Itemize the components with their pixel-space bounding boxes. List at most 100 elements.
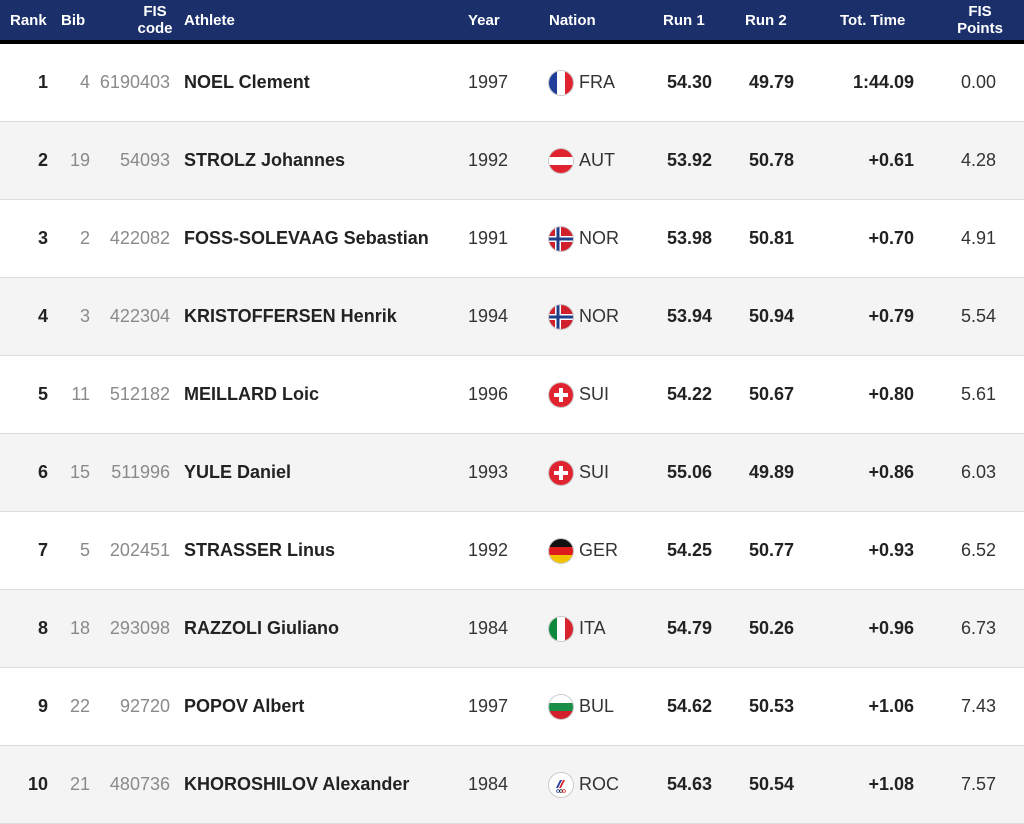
fis-code-cell: 512182 <box>109 384 170 404</box>
header-fis-code-line1: FIS <box>143 3 167 20</box>
athlete-name-link[interactable]: RAZZOLI Giuliano <box>184 618 339 638</box>
france-flag-icon <box>549 70 573 95</box>
rank-cell: 1 <box>37 72 48 92</box>
table-row[interactable]: 1 4 6190403 NOEL Clement 1997 FRA 54.30 … <box>0 44 1024 122</box>
nation-cell: BUL <box>549 668 649 745</box>
year-cell: 1997 <box>468 696 509 716</box>
nation-code: BUL <box>579 696 615 716</box>
italy-flag-icon <box>549 616 573 641</box>
table-row[interactable]: 10 21 480736 KHOROSHILOV Alexander 1984 … <box>0 746 1024 824</box>
header-athlete[interactable]: Athlete <box>184 11 235 29</box>
header-bib[interactable]: Bib <box>61 11 86 29</box>
nation-code: ROC <box>579 774 619 794</box>
header-year[interactable]: Year <box>468 11 500 29</box>
header-fis-points-line2: Points <box>957 20 1003 37</box>
nation-code: AUT <box>579 150 615 170</box>
table-row[interactable]: 5 11 512182 MEILLARD Loic 1996 SUI 54.22… <box>0 356 1024 434</box>
total-time-cell: +0.86 <box>868 462 914 482</box>
bib-cell: 5 <box>79 540 90 560</box>
fis-code-cell: 293098 <box>109 618 170 638</box>
header-rank[interactable]: Rank <box>10 11 47 29</box>
fis-code-cell: 511996 <box>111 462 170 482</box>
athlete-name-link[interactable]: KHOROSHILOV Alexander <box>184 774 410 794</box>
bib-cell: 4 <box>79 72 90 92</box>
year-cell: 1996 <box>468 384 509 404</box>
fis-code-cell: 54093 <box>119 150 170 170</box>
nation-cell: ROC <box>549 746 649 823</box>
table-row[interactable]: 3 2 422082 FOSS-SOLEVAAG Sebastian 1991 … <box>0 200 1024 278</box>
run2-cell: 50.26 <box>748 618 794 638</box>
run1-cell: 54.30 <box>666 72 712 92</box>
header-tot-time[interactable]: Tot. Time <box>840 11 906 29</box>
nation-code: SUI <box>579 462 610 482</box>
run2-cell: 50.94 <box>748 306 794 326</box>
rank-cell: 9 <box>37 696 48 716</box>
nation-cell: ITA <box>549 590 649 667</box>
bib-cell: 19 <box>69 150 90 170</box>
fis-points-cell: 5.61 <box>960 384 996 404</box>
table-row[interactable]: 6 15 511996 YULE Daniel 1993 SUI 55.06 4… <box>0 434 1024 512</box>
athlete-name-link[interactable]: STROLZ Johannes <box>184 150 346 170</box>
rank-cell: 2 <box>37 150 48 170</box>
table-row[interactable]: 4 3 422304 KRISTOFFERSEN Henrik 1994 NOR… <box>0 278 1024 356</box>
bib-cell: 11 <box>71 384 90 404</box>
nation-cell: NOR <box>549 200 649 277</box>
fis-code-cell: 6190403 <box>99 72 170 92</box>
run2-cell: 50.67 <box>748 384 794 404</box>
fis-points-cell: 4.91 <box>960 228 996 248</box>
table-row[interactable]: 9 22 92720 POPOV Albert 1997 BUL 54.62 5… <box>0 668 1024 746</box>
fis-code-cell: 202451 <box>109 540 170 560</box>
header-fis-code[interactable]: FIS code <box>130 0 180 40</box>
run2-cell: 49.79 <box>748 72 794 92</box>
header-fis-points[interactable]: FIS Points <box>940 0 1020 40</box>
total-time-cell: 1:44.09 <box>852 72 914 92</box>
bib-cell: 3 <box>79 306 90 326</box>
table-body: 1 4 6190403 NOEL Clement 1997 FRA 54.30 … <box>0 44 1024 824</box>
table-row[interactable]: 7 5 202451 STRASSER Linus 1992 GER 54.25… <box>0 512 1024 590</box>
fis-code-cell: 92720 <box>119 696 170 716</box>
header-run1[interactable]: Run 1 <box>663 11 705 29</box>
bulgaria-flag-icon <box>549 694 573 719</box>
roc-flag-icon <box>549 772 573 797</box>
athlete-name-link[interactable]: KRISTOFFERSEN Henrik <box>184 306 397 326</box>
run1-cell: 54.22 <box>666 384 712 404</box>
nation-code: FRA <box>579 72 615 92</box>
header-fis-code-line2: code <box>137 20 173 37</box>
bib-cell: 22 <box>69 696 90 716</box>
fis-points-cell: 7.57 <box>960 774 996 794</box>
fis-code-cell: 480736 <box>109 774 170 794</box>
athlete-name-link[interactable]: YULE Daniel <box>184 462 292 482</box>
header-run2[interactable]: Run 2 <box>745 11 787 29</box>
athlete-name-link[interactable]: STRASSER Linus <box>184 540 336 560</box>
nation-code: SUI <box>579 384 610 404</box>
header-fis-points-line1: FIS <box>968 3 992 20</box>
athlete-name-link[interactable]: MEILLARD Loic <box>184 384 319 404</box>
year-cell: 1992 <box>468 150 509 170</box>
athlete-name-link[interactable]: NOEL Clement <box>184 72 310 92</box>
rank-cell: 10 <box>27 774 48 794</box>
fis-points-cell: 4.28 <box>960 150 996 170</box>
header-nation[interactable]: Nation <box>549 11 596 29</box>
total-time-cell: +0.70 <box>868 228 914 248</box>
run1-cell: 55.06 <box>666 462 712 482</box>
year-cell: 1993 <box>468 462 509 482</box>
rank-cell: 4 <box>37 306 48 326</box>
athlete-name-link[interactable]: POPOV Albert <box>184 696 305 716</box>
athlete-name-link[interactable]: FOSS-SOLEVAAG Sebastian <box>184 228 429 248</box>
rank-cell: 6 <box>37 462 48 482</box>
rank-cell: 5 <box>37 384 48 404</box>
total-time-cell: +0.80 <box>868 384 914 404</box>
run1-cell: 54.79 <box>666 618 712 638</box>
year-cell: 1997 <box>468 72 509 92</box>
fis-code-cell: 422082 <box>109 228 170 248</box>
nation-code: GER <box>579 540 619 560</box>
fis-points-cell: 6.52 <box>960 540 996 560</box>
norway-flag-icon <box>549 304 573 329</box>
table-header: Rank Bib FIS code Athlete Year Nation Ru… <box>0 0 1024 44</box>
table-row[interactable]: 8 18 293098 RAZZOLI Giuliano 1984 ITA 54… <box>0 590 1024 668</box>
table-row[interactable]: 2 19 54093 STROLZ Johannes 1992 AUT 53.9… <box>0 122 1024 200</box>
run1-cell: 53.98 <box>666 228 712 248</box>
nation-cell: AUT <box>549 122 649 199</box>
year-cell: 1991 <box>468 228 509 248</box>
